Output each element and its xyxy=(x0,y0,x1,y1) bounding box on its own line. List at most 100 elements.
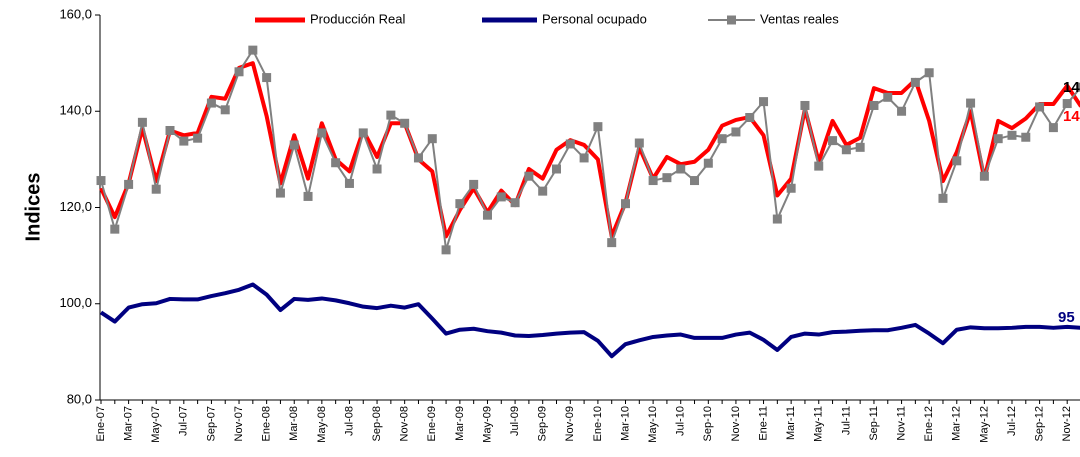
point-marker xyxy=(938,194,947,203)
point-marker xyxy=(1063,99,1072,108)
point-marker xyxy=(1007,131,1016,140)
point-marker xyxy=(718,134,727,143)
point-marker xyxy=(787,184,796,193)
point-marker xyxy=(828,136,837,145)
point-marker xyxy=(428,134,437,143)
point-marker xyxy=(814,162,823,171)
x-tick-label: Sep-10 xyxy=(702,406,714,441)
point-marker xyxy=(538,187,547,196)
series-line xyxy=(101,63,1080,236)
point-marker xyxy=(580,153,589,162)
point-marker xyxy=(524,172,533,181)
point-marker xyxy=(842,145,851,154)
x-tick-label: Mar-08 xyxy=(288,406,300,441)
point-marker xyxy=(731,127,740,136)
point-marker xyxy=(138,118,147,127)
legend-label: Personal ocupado xyxy=(542,11,647,26)
point-marker xyxy=(248,46,257,55)
x-tick-label: Sep-08 xyxy=(371,406,383,441)
point-marker xyxy=(980,172,989,181)
y-tick-label: 160,0 xyxy=(59,6,92,21)
x-tick-label: Sep-12 xyxy=(1033,406,1045,441)
point-marker xyxy=(566,139,575,148)
x-tick-label: Mar-11 xyxy=(785,406,797,440)
y-tick-label: 80,0 xyxy=(67,391,92,406)
x-tick-label: May-09 xyxy=(481,406,493,443)
point-marker xyxy=(235,67,244,76)
x-tick-label: Nov-07 xyxy=(233,406,245,441)
legend-label: Ventas reales xyxy=(760,11,839,26)
point-marker xyxy=(897,107,906,116)
point-marker xyxy=(994,134,1003,143)
y-tick-label: 140,0 xyxy=(59,103,92,118)
x-tick-label: Ene-11 xyxy=(757,406,769,441)
x-tick-label: Sep-09 xyxy=(537,406,549,441)
point-marker xyxy=(869,101,878,110)
point-marker xyxy=(704,159,713,168)
point-marker xyxy=(317,128,326,137)
x-tick-label: Jul-10 xyxy=(675,406,687,436)
point-marker xyxy=(649,176,658,185)
point-marker xyxy=(455,199,464,208)
point-marker xyxy=(925,68,934,77)
point-marker xyxy=(193,134,202,143)
point-marker xyxy=(662,173,671,182)
point-marker xyxy=(331,158,340,167)
series-line xyxy=(101,285,1080,357)
point-marker xyxy=(497,192,506,201)
point-marker xyxy=(966,99,975,108)
legend-label: Producción Real xyxy=(310,11,405,26)
x-tick-label: Sep-07 xyxy=(205,406,217,441)
point-marker xyxy=(166,126,175,135)
point-marker xyxy=(124,180,133,189)
point-marker xyxy=(179,137,188,146)
point-marker xyxy=(1021,133,1030,142)
x-tick-label: May-08 xyxy=(316,406,328,443)
point-marker xyxy=(400,119,409,128)
x-tick-label: Mar-09 xyxy=(454,406,466,441)
legend-marker xyxy=(727,16,736,25)
x-tick-label: Jul-11 xyxy=(840,406,852,435)
point-marker xyxy=(207,99,216,108)
x-tick-label: May-10 xyxy=(647,406,659,443)
y-axis-title: Indices xyxy=(22,173,44,242)
point-marker xyxy=(442,245,451,254)
x-tick-label: Mar-10 xyxy=(619,406,631,441)
point-marker xyxy=(635,139,644,148)
point-marker xyxy=(911,78,920,87)
point-marker xyxy=(511,198,520,207)
x-tick-label: Mar-07 xyxy=(123,406,135,441)
end-value-label: 141 xyxy=(1063,108,1080,125)
point-marker xyxy=(110,225,119,234)
point-marker xyxy=(152,185,161,194)
point-marker xyxy=(883,93,892,102)
point-marker xyxy=(359,128,368,137)
point-marker xyxy=(97,176,106,185)
point-marker xyxy=(621,199,630,208)
end-value-label: 145 xyxy=(1063,79,1080,96)
point-marker xyxy=(856,143,865,152)
point-marker xyxy=(593,122,602,131)
point-marker xyxy=(676,165,685,174)
point-marker xyxy=(276,189,285,198)
x-tick-label: Jul-08 xyxy=(343,406,355,436)
point-marker xyxy=(745,113,754,122)
x-tick-label: Ene-07 xyxy=(95,406,107,441)
point-marker xyxy=(414,153,423,162)
x-tick-label: Nov-09 xyxy=(564,406,576,441)
point-marker xyxy=(483,211,492,220)
x-tick-label: Ene-10 xyxy=(592,406,604,441)
y-tick-label: 100,0 xyxy=(59,295,92,310)
point-marker xyxy=(221,105,230,114)
point-marker xyxy=(607,238,616,247)
point-marker xyxy=(952,156,961,165)
x-tick-label: Jul-07 xyxy=(178,406,190,436)
point-marker xyxy=(469,180,478,189)
point-marker xyxy=(1049,123,1058,132)
point-marker xyxy=(304,192,313,201)
y-tick-label: 120,0 xyxy=(59,199,92,214)
x-tick-label: May-12 xyxy=(978,406,990,443)
point-marker xyxy=(262,73,271,82)
